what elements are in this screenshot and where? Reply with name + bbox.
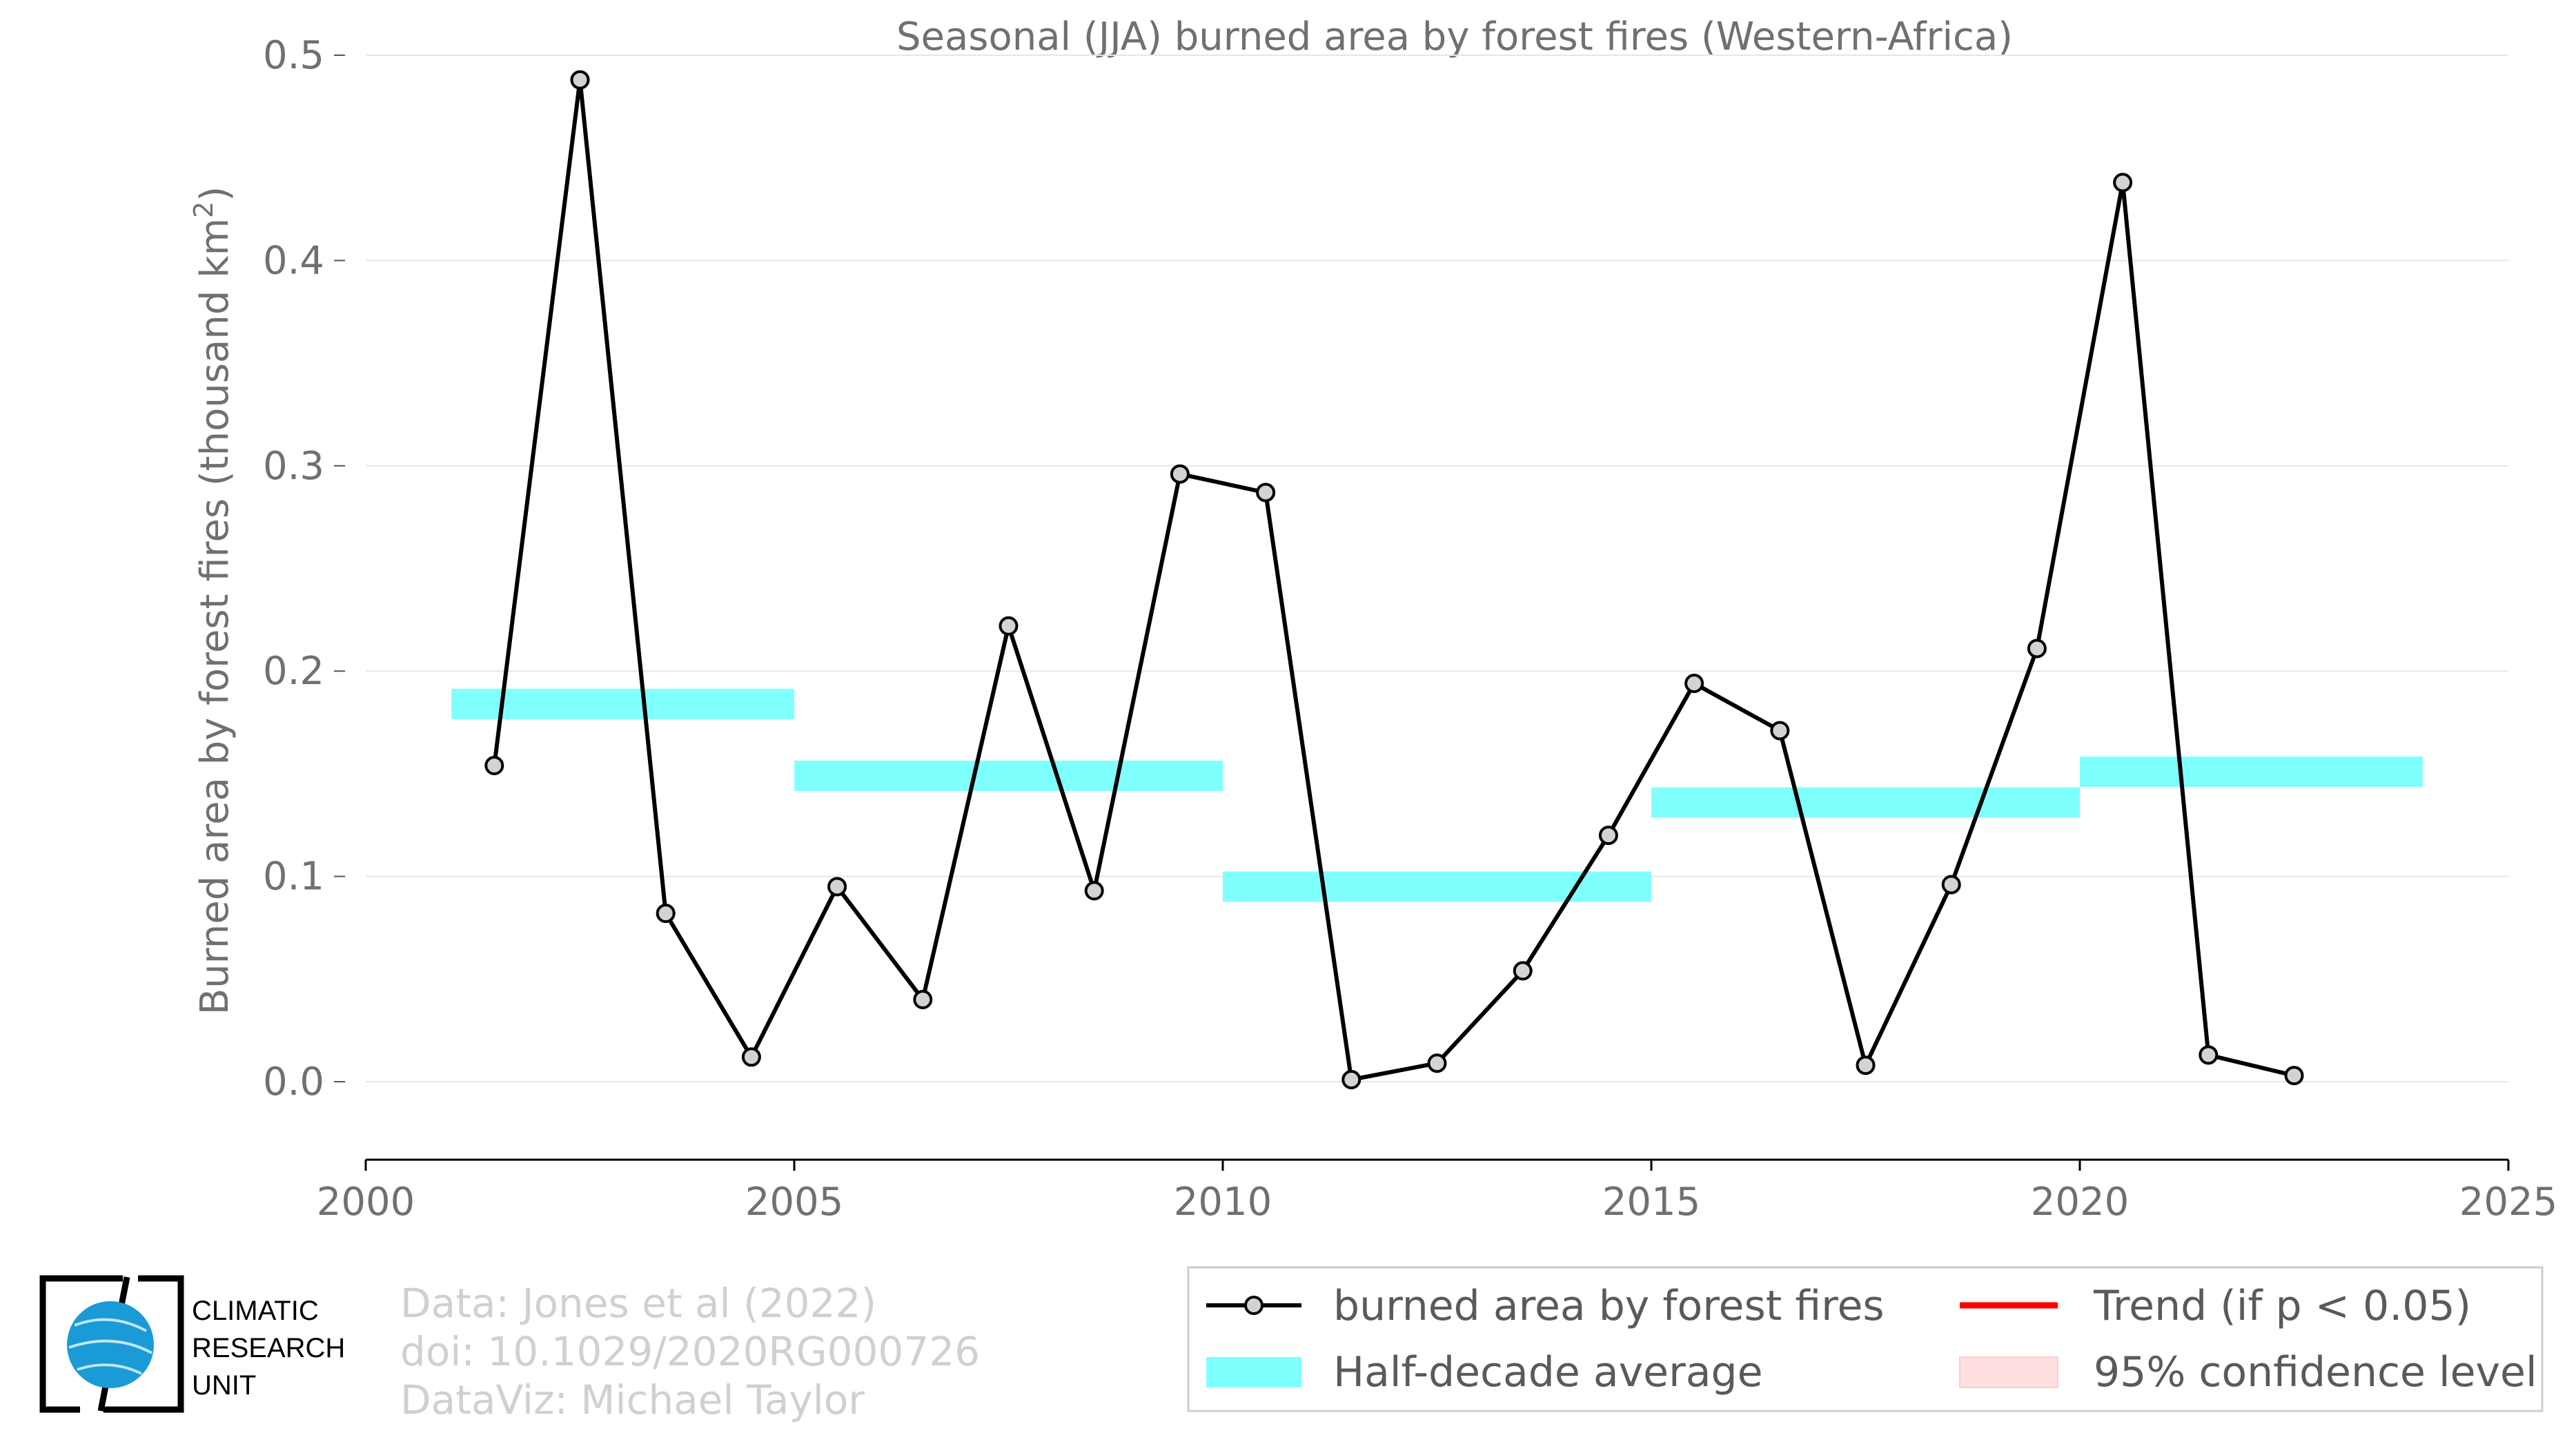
x-tick-label: 2025 [2459, 1180, 2558, 1225]
x-tick-label: 2020 [2031, 1180, 2130, 1225]
chart-title: Seasonal (JJA) burned area by forest fir… [896, 14, 2013, 59]
data-point [999, 616, 1019, 636]
legend-label-line: burned area by forest fires [1333, 1282, 1885, 1330]
legend-box [1187, 1266, 2544, 1412]
data-point [1341, 1070, 1361, 1090]
data-point [1513, 961, 1533, 981]
legend-label-trend: Trend (if p < 0.05) [2093, 1282, 2471, 1330]
x-tick-label: 2015 [1602, 1180, 1701, 1225]
x-tick-label: 2010 [1174, 1180, 1272, 1225]
y-axis-ticks: 0.0 0.1 0.2 0.3 0.4 0.5 [263, 33, 345, 1104]
logo-frame-right [104, 1275, 184, 1413]
data-point [913, 990, 933, 1010]
logo-frame-left [39, 1275, 123, 1413]
data-point [1256, 483, 1276, 503]
data-point [1170, 464, 1190, 484]
data-point [656, 904, 676, 924]
y-tick-label: 0.1 [263, 855, 324, 899]
logo-text-research: RESEARCH [192, 1333, 345, 1363]
half-decade-bar [794, 760, 1223, 791]
half-decade-bar [451, 688, 794, 719]
y-tick-label: 0.0 [263, 1060, 324, 1104]
y-tick-label: 0.5 [263, 33, 324, 78]
half-decade-bar [2080, 756, 2423, 787]
data-point [2113, 173, 2133, 193]
y-axis-label-main: Burned area by forest fires (thousand km [193, 218, 237, 1015]
y-axis-label-sup: 2 [188, 202, 219, 218]
y-axis-label: Burned area by forest fires (thousand km… [188, 186, 237, 1015]
data-point [827, 877, 847, 897]
data-point [2284, 1066, 2304, 1086]
y-tick-label: 0.4 [263, 238, 324, 283]
data-point [1856, 1055, 1876, 1075]
series-line [492, 77, 2295, 1082]
half-decade-bar [1223, 871, 1651, 902]
y-tick-label: 0.3 [263, 444, 324, 489]
y-axis-label-end: ) [193, 186, 237, 202]
y-tick-label: 0.2 [263, 649, 324, 694]
legend-label-ci: 95% confidence level [2094, 1348, 2537, 1396]
data-point [1941, 875, 1961, 895]
legend: burned area by forest fires Trend (if p … [1187, 1266, 2544, 1412]
series-points [484, 70, 2304, 1090]
data-point [1684, 674, 1704, 694]
data-point [1084, 881, 1104, 901]
credit-doi: doi: 10.1029/2020RG000726 [400, 1328, 980, 1375]
data-point [570, 70, 590, 90]
globe-swirl-2 [68, 1339, 153, 1354]
legend-label-half-decade: Half-decade average [1333, 1348, 1763, 1396]
x-axis-ticks: 2000 2005 2010 2015 2020 2025 [317, 1160, 2558, 1225]
data-point [2027, 639, 2047, 659]
data-point [1598, 826, 1618, 846]
half-decade-average-bars [451, 688, 2423, 902]
x-tick-label: 2005 [745, 1180, 844, 1225]
data-point [2199, 1045, 2219, 1065]
globe-swirl-3 [77, 1363, 142, 1375]
data-point [1770, 721, 1790, 741]
data-point [741, 1047, 761, 1067]
credit-data: Data: Jones et al (2022) [400, 1280, 876, 1327]
half-decade-bar [1651, 787, 2080, 818]
legend-ci-swatch [1959, 1356, 2058, 1388]
gridlines [366, 55, 2508, 1082]
logo-text-unit: UNIT [192, 1370, 256, 1401]
data-point [1427, 1053, 1447, 1073]
legend-point-swatch [1244, 1296, 1264, 1315]
cru-logo: CLIMATIC RESEARCH UNIT [39, 1275, 345, 1413]
globe-swirl-1 [74, 1318, 147, 1332]
legend-half-decade-swatch [1206, 1357, 1301, 1387]
credit-dataviz: DataViz: Michael Taylor [400, 1376, 865, 1423]
logo-text-climatic: CLIMATIC [192, 1296, 319, 1326]
x-tick-label: 2000 [317, 1180, 415, 1225]
data-point [484, 755, 504, 775]
series-line-group [492, 77, 2295, 1082]
